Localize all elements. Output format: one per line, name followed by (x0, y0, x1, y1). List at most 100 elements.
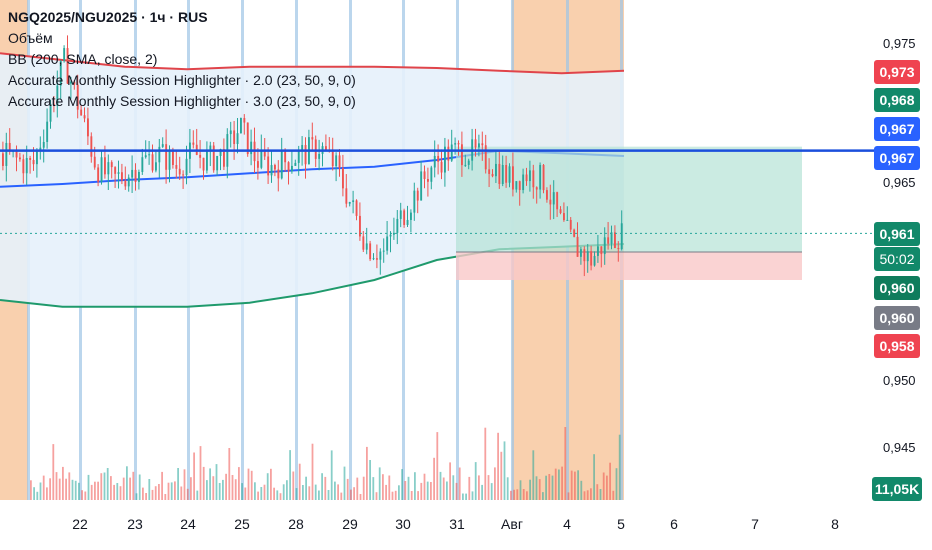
legend-highlighter-1[interactable]: Accurate Monthly Session Highlighter · 2… (8, 72, 356, 88)
volume-bar (391, 491, 394, 500)
date-tick: 31 (449, 516, 465, 532)
candle-body (274, 165, 276, 170)
candle-body (97, 167, 100, 182)
candle-body (5, 142, 8, 166)
candle-body (345, 188, 348, 204)
volume-bar (113, 484, 115, 500)
volume-bar (426, 481, 429, 500)
date-tick: 25 (234, 516, 250, 532)
candle-body (277, 169, 280, 179)
candle-body (427, 178, 429, 182)
candle-body (512, 166, 514, 190)
volume-bar (343, 466, 346, 500)
candle-body (107, 162, 110, 175)
candle-body (80, 109, 83, 116)
volume-bar (535, 476, 538, 500)
volume-bar (538, 479, 541, 500)
volume-bar (590, 488, 592, 500)
volume-bar (228, 448, 231, 500)
candle-body (172, 151, 174, 165)
candle-body (121, 172, 123, 181)
volume-bar (414, 472, 416, 500)
legend-volume[interactable]: Объём (8, 30, 53, 46)
candle-body (212, 145, 215, 171)
candle-body (100, 157, 103, 182)
candle-body (515, 181, 518, 190)
candle-body (542, 164, 545, 191)
bb-upper-label: 0,973 (874, 60, 920, 84)
volume-bar (388, 475, 391, 500)
date-tick: 23 (127, 516, 143, 532)
volume-bar (522, 489, 525, 500)
target-zone (456, 146, 802, 252)
volume-bar (196, 490, 199, 500)
volume-bar (68, 472, 71, 500)
mid-level-label: 0,960 (874, 306, 920, 330)
candle-body (406, 219, 409, 225)
candle-body (444, 146, 446, 173)
candle-body (454, 143, 457, 145)
candle-body (104, 157, 106, 175)
volume-bar (42, 475, 45, 500)
candle-body (539, 164, 542, 190)
candle-body (498, 163, 501, 184)
symbol-title[interactable]: NGQ2025/NGU2025 · 1ч · RUS (8, 9, 208, 25)
volume-bar (161, 471, 163, 500)
volume-bar (260, 487, 263, 500)
position-tool[interactable] (456, 146, 802, 280)
volume-bar (55, 472, 58, 500)
candle-body (529, 170, 531, 182)
candle-body (359, 215, 361, 237)
volume-bar (154, 486, 157, 500)
candle-body (457, 143, 460, 145)
volume-bar (516, 489, 519, 500)
candle-body (314, 139, 317, 159)
volume-bar (116, 483, 119, 500)
volume-bar (468, 476, 471, 500)
volume-bar (49, 478, 51, 500)
volume-bar (244, 487, 247, 500)
volume-bar (471, 491, 474, 500)
volume-bar (420, 482, 423, 500)
candle-body (614, 232, 616, 248)
hline-label-a: 0,967 (874, 117, 920, 141)
volume-bar (81, 490, 83, 500)
volume-bar (164, 494, 167, 500)
volume-bar (215, 464, 218, 500)
candle-body (620, 223, 623, 250)
candle-body (233, 130, 236, 145)
candle-body (263, 149, 266, 157)
candle-body (335, 155, 338, 167)
volume-bar (532, 450, 535, 500)
bb-upper-line (0, 52, 625, 75)
volume-bar (567, 492, 570, 500)
legend-highlighter-2[interactable]: Accurate Monthly Session Highlighter · 3… (8, 93, 356, 109)
volume-bar (494, 467, 496, 500)
candle-body (42, 141, 45, 148)
volume-bar (478, 475, 480, 500)
candle-body (600, 246, 603, 255)
date-tick: 8 (831, 516, 839, 532)
volume-bar (330, 450, 333, 500)
candle-body (546, 190, 548, 200)
candle-body (583, 249, 586, 262)
volume-bar (350, 489, 352, 500)
candle-body (192, 142, 195, 145)
volume-bar (490, 483, 493, 500)
volume-bar (174, 481, 176, 500)
volume-bar (542, 492, 544, 500)
volume-bar (596, 484, 599, 500)
candle-body (270, 165, 273, 176)
volume-bar (609, 462, 611, 500)
legend-bb[interactable]: BB (200, SMA, close, 2) (8, 51, 158, 67)
date-tick: 22 (72, 516, 88, 532)
candle-body (267, 156, 270, 176)
volume-bar (554, 468, 557, 500)
candle-body (386, 236, 389, 251)
volume-bar (148, 479, 151, 500)
volume-bar (106, 468, 109, 500)
countdown-label: 50:02 (874, 247, 920, 271)
candle-body (318, 153, 321, 159)
volume-bar (238, 467, 240, 500)
